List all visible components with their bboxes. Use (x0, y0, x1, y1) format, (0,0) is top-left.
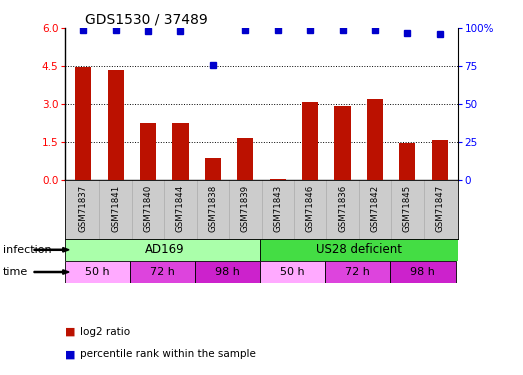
Text: ■: ■ (65, 350, 76, 359)
Bar (173, 123, 189, 180)
Text: US28 deficient: US28 deficient (316, 243, 402, 256)
Text: GSM71844: GSM71844 (176, 185, 185, 232)
Text: GSM71838: GSM71838 (208, 185, 218, 232)
Text: 72 h: 72 h (345, 267, 370, 277)
Text: time: time (3, 267, 28, 277)
Text: GSM71840: GSM71840 (143, 185, 153, 232)
Bar (65, 238, 260, 261)
Text: 72 h: 72 h (150, 267, 175, 277)
Bar (302, 102, 318, 180)
Text: GSM71841: GSM71841 (111, 185, 120, 232)
Text: GDS1530 / 37489: GDS1530 / 37489 (85, 13, 208, 27)
Text: ■: ■ (65, 327, 76, 337)
Bar (325, 261, 390, 283)
Bar (260, 238, 458, 261)
Text: GSM71847: GSM71847 (435, 185, 445, 232)
Bar (431, 140, 448, 180)
Text: GSM71845: GSM71845 (403, 185, 412, 232)
Bar (399, 142, 415, 180)
Bar (237, 138, 254, 180)
Text: GSM71836: GSM71836 (338, 185, 347, 232)
Text: infection: infection (3, 245, 51, 255)
Bar (334, 106, 350, 180)
Bar (75, 67, 92, 180)
Text: 98 h: 98 h (215, 267, 240, 277)
Text: GSM71846: GSM71846 (305, 185, 315, 232)
Text: GSM71843: GSM71843 (273, 185, 282, 232)
Bar (65, 261, 130, 283)
Bar (130, 261, 195, 283)
Text: 50 h: 50 h (280, 267, 304, 277)
Bar (205, 158, 221, 180)
Text: 98 h: 98 h (411, 267, 435, 277)
Bar (195, 261, 260, 283)
Bar (390, 261, 456, 283)
Bar (367, 99, 383, 180)
Bar (269, 179, 286, 180)
Bar (140, 123, 156, 180)
Text: GSM71837: GSM71837 (78, 185, 88, 232)
Bar (260, 261, 325, 283)
Text: percentile rank within the sample: percentile rank within the sample (80, 350, 256, 359)
Text: GSM71839: GSM71839 (241, 185, 250, 232)
Bar (108, 70, 124, 180)
Text: log2 ratio: log2 ratio (80, 327, 130, 337)
Text: AD169: AD169 (144, 243, 184, 256)
Text: GSM71842: GSM71842 (370, 185, 380, 232)
Text: 50 h: 50 h (85, 267, 110, 277)
